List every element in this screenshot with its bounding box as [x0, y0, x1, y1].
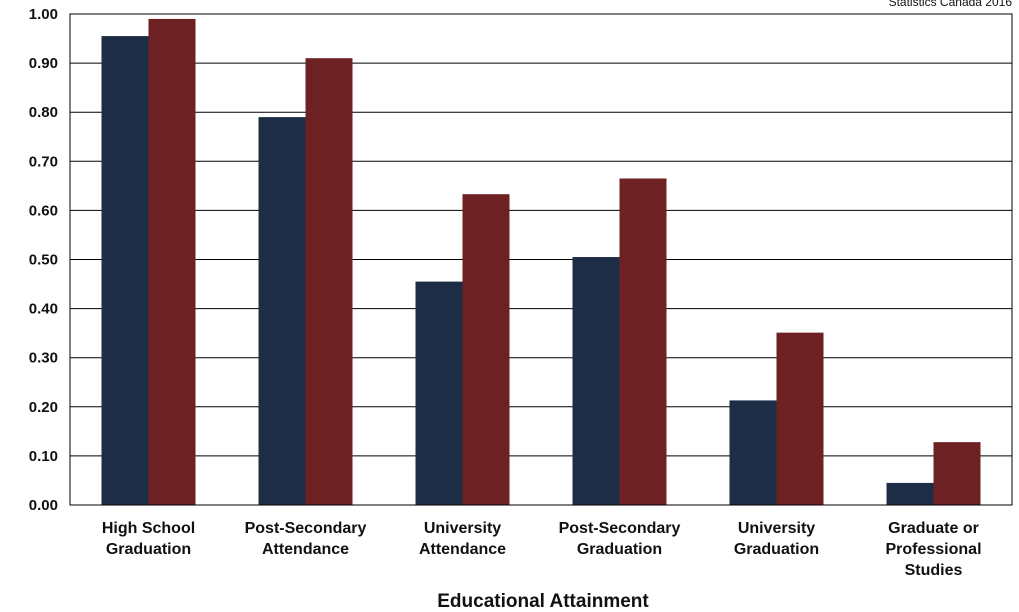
y-tick-label: 0.50	[29, 252, 58, 269]
y-tick-label: 0.30	[29, 350, 58, 367]
x-category-label: Post-Secondary Attendance	[245, 520, 367, 558]
x-category-label-line: Attendance	[419, 541, 506, 558]
bar-series-1	[415, 281, 463, 505]
y-tick-label: 0.90	[29, 55, 58, 72]
x-category-label-line: University	[738, 520, 815, 537]
bar-series-1	[886, 482, 934, 505]
y-axis-ticks: 0.00 0.10 0.20 0.30 0.40 0.50 0.60 0.70 0.80 0.90…	[29, 6, 58, 514]
x-category-label-line: High School	[102, 520, 195, 537]
x-category-label-line: Studies	[905, 562, 963, 579]
x-category-label-line: University	[424, 520, 501, 537]
x-category-label-line: Graduation	[106, 541, 191, 558]
y-tick-label: 0.40	[29, 301, 58, 318]
bar-series-2	[619, 178, 667, 506]
gridlines	[70, 13, 1012, 506]
bar-series-1	[729, 400, 777, 505]
source-note: Statistics Canada 2016	[889, 0, 1013, 9]
x-category-label-line: Post-Secondary	[559, 520, 681, 537]
x-category-label: Post-Secondary Graduation	[559, 520, 681, 558]
plot-border	[69, 13, 1013, 506]
bar-series-1	[258, 117, 306, 506]
bars	[101, 18, 981, 506]
x-category-label: University Graduation	[734, 520, 819, 558]
x-category-label-line: Professional	[885, 541, 981, 558]
bar-series-1	[101, 36, 149, 505]
x-category-label-line: Graduation	[577, 541, 662, 558]
bar-series-2	[305, 58, 353, 505]
y-tick-label: 0.70	[29, 153, 58, 170]
x-axis-categories: High School Graduation Post-Secondary Atten…	[102, 520, 982, 579]
bar-series-1	[572, 257, 620, 505]
x-category-label-line: Graduation	[734, 541, 819, 558]
bar-series-2	[776, 332, 824, 505]
y-tick-label: 0.20	[29, 399, 58, 416]
x-category-label-line: Graduate or	[888, 520, 979, 537]
bar-series-2	[462, 194, 510, 505]
x-axis-title: Educational Attainment	[437, 591, 649, 612]
x-category-label-line: Post-Secondary	[245, 520, 367, 537]
y-tick-label: 0.10	[29, 448, 58, 465]
x-category-label: University Attendance	[419, 520, 506, 558]
y-tick-label: 0.80	[29, 104, 58, 121]
y-tick-label: 1.00	[29, 6, 58, 23]
y-tick-label: 0.00	[29, 497, 58, 514]
plot-frame	[69, 13, 1013, 506]
bar-series-2	[148, 18, 196, 505]
y-tick-label: 0.60	[29, 202, 58, 219]
x-category-label: Graduate or Professional Studies	[885, 520, 981, 579]
x-category-label-line: Attendance	[262, 541, 349, 558]
bar-series-2	[933, 442, 981, 505]
x-category-label: High School Graduation	[102, 520, 195, 558]
